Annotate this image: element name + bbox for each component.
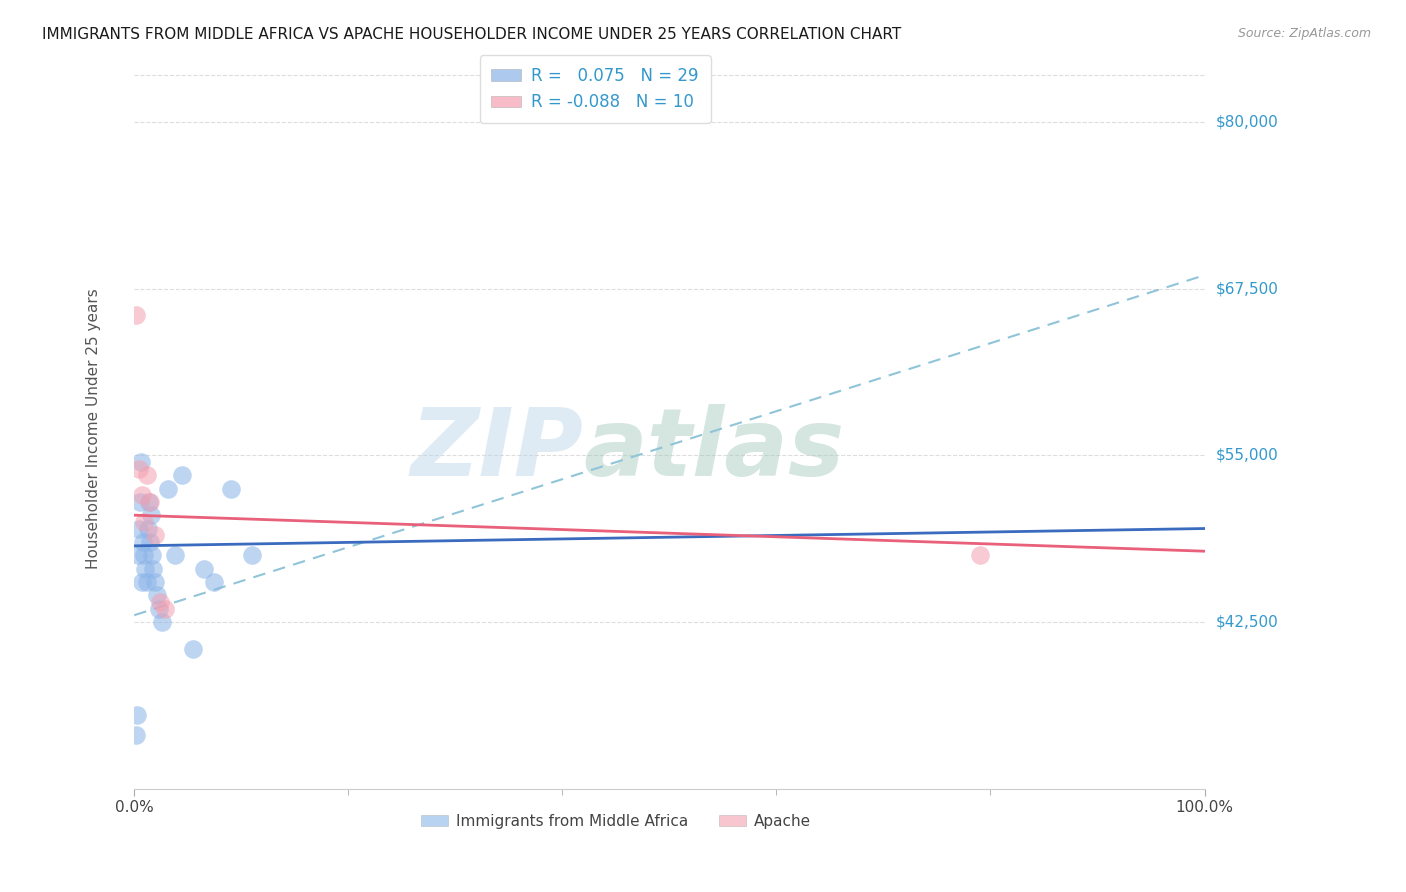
Point bbox=[139, 508, 162, 523]
Point bbox=[219, 482, 242, 496]
Point bbox=[145, 588, 167, 602]
Point bbox=[172, 468, 194, 483]
Text: IMMIGRANTS FROM MIDDLE AFRICA VS APACHE HOUSEHOLDER INCOME UNDER 25 YEARS CORREL: IMMIGRANTS FROM MIDDLE AFRICA VS APACHE … bbox=[42, 27, 901, 42]
Text: ZIP: ZIP bbox=[411, 404, 583, 496]
Point bbox=[136, 522, 159, 536]
Point bbox=[131, 488, 153, 502]
Point bbox=[149, 595, 172, 609]
Text: $42,500: $42,500 bbox=[1216, 615, 1278, 630]
Point bbox=[134, 548, 156, 562]
Point bbox=[204, 574, 226, 589]
Point bbox=[163, 548, 186, 562]
Point bbox=[143, 528, 166, 542]
Point bbox=[134, 561, 156, 575]
Point bbox=[125, 728, 148, 742]
Point bbox=[193, 561, 215, 575]
Point bbox=[135, 468, 157, 483]
Point bbox=[143, 574, 166, 589]
Point bbox=[150, 615, 173, 629]
Text: atlas: atlas bbox=[583, 404, 845, 496]
Point bbox=[128, 522, 150, 536]
Point bbox=[134, 515, 156, 529]
Point bbox=[128, 461, 150, 475]
Text: $67,500: $67,500 bbox=[1216, 281, 1278, 296]
Point bbox=[125, 708, 148, 723]
Point bbox=[129, 495, 152, 509]
Point bbox=[138, 495, 160, 509]
Point bbox=[240, 548, 263, 562]
Text: Householder Income Under 25 years: Householder Income Under 25 years bbox=[86, 288, 101, 569]
Point bbox=[181, 641, 204, 656]
Legend: Immigrants from Middle Africa, Apache: Immigrants from Middle Africa, Apache bbox=[415, 807, 817, 835]
Point bbox=[132, 534, 155, 549]
Point bbox=[157, 482, 180, 496]
Point bbox=[125, 308, 148, 322]
Point bbox=[142, 561, 165, 575]
Text: $80,000: $80,000 bbox=[1216, 114, 1278, 129]
Point bbox=[155, 601, 177, 615]
Point bbox=[129, 455, 152, 469]
Point bbox=[135, 574, 157, 589]
Point bbox=[138, 495, 160, 509]
Text: $55,000: $55,000 bbox=[1216, 448, 1278, 463]
Text: Source: ZipAtlas.com: Source: ZipAtlas.com bbox=[1237, 27, 1371, 40]
Point bbox=[131, 574, 153, 589]
Point bbox=[148, 601, 170, 615]
Point bbox=[138, 534, 160, 549]
Point bbox=[969, 548, 991, 562]
Point bbox=[141, 548, 163, 562]
Point bbox=[127, 548, 149, 562]
